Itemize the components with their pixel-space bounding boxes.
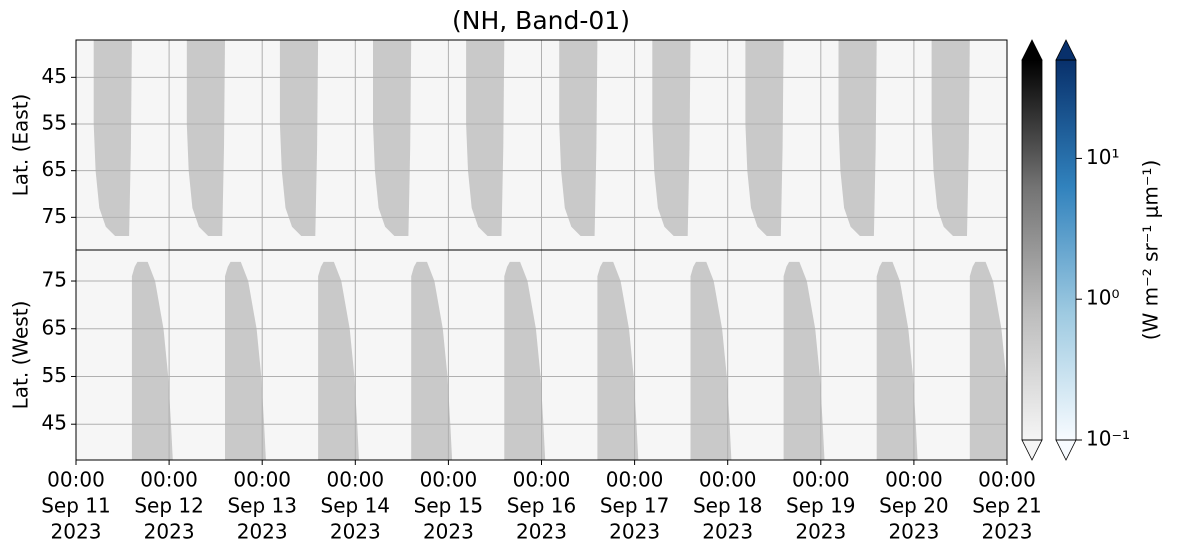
colorbar (1056, 60, 1076, 440)
x-tick-label: 00:00 (792, 468, 850, 492)
colorbar-extend-max (1055, 39, 1077, 61)
swath (466, 40, 505, 236)
x-tick-label: Sep 17 (600, 494, 670, 518)
y-tick-label: 75 (42, 268, 67, 292)
x-tick-label: Sep 14 (321, 494, 391, 518)
colorbar-label: (W m⁻² sr⁻¹ μm⁻¹) (1139, 160, 1163, 341)
x-tick-label: 2023 (51, 520, 102, 544)
swaths (93, 40, 970, 236)
colorbar (1022, 60, 1042, 440)
x-tick-label: Sep 15 (414, 494, 484, 518)
swath (652, 40, 691, 236)
swath (131, 261, 173, 460)
y-tick-label: 45 (42, 411, 67, 435)
x-tick-label: Sep 20 (879, 494, 949, 518)
x-tick-label: 00:00 (978, 468, 1036, 492)
x-tick-label: 2023 (330, 520, 381, 544)
colorbar-extend-max (1021, 39, 1043, 61)
swath (690, 261, 732, 460)
colorbar-tick-label: 10⁻¹ (1086, 427, 1130, 451)
swath (504, 261, 546, 460)
x-tick-label: 2023 (237, 520, 288, 544)
x-tick-label: Sep 12 (134, 494, 204, 518)
colorbar-frame (1021, 59, 1043, 441)
colorbar-tick-label: 10¹ (1086, 145, 1119, 169)
swath (745, 40, 784, 236)
swath (876, 261, 918, 460)
x-tick-label: 00:00 (47, 468, 105, 492)
colorbar-extend-min (1055, 439, 1077, 461)
x-tick-label: 2023 (888, 520, 939, 544)
swath (783, 261, 825, 460)
swath (373, 40, 412, 236)
x-tick-label: 00:00 (233, 468, 291, 492)
swath (318, 261, 359, 460)
x-tick-label: 00:00 (699, 468, 757, 492)
x-tick-label: 00:00 (513, 468, 571, 492)
y-tick-label: 75 (42, 204, 67, 228)
swath (279, 40, 319, 236)
colorbar-tick-label: 10⁰ (1086, 286, 1119, 310)
swath (597, 261, 639, 460)
colorbar-extend-min (1021, 439, 1043, 461)
x-tick-label: Sep 13 (227, 494, 297, 518)
y-axis-label: Lat. (West) (9, 301, 33, 410)
x-tick-label: 00:00 (420, 468, 478, 492)
x-tick-label: Sep 18 (693, 494, 763, 518)
y-tick-label: 65 (42, 315, 67, 339)
y-tick-label: 55 (42, 111, 67, 135)
y-axis-label: Lat. (East) (9, 94, 33, 197)
swath (411, 261, 453, 460)
swath (559, 40, 598, 236)
y-tick-label: 65 (42, 157, 67, 181)
x-tick-label: 2023 (982, 520, 1033, 544)
x-tick-label: Sep 21 (972, 494, 1042, 518)
x-tick-label: 2023 (144, 520, 195, 544)
x-tick-label: 00:00 (326, 468, 384, 492)
swaths (131, 261, 1007, 460)
swath (931, 40, 970, 236)
x-tick-label: 2023 (702, 520, 753, 544)
x-tick-label: 2023 (423, 520, 474, 544)
x-tick-label: 00:00 (606, 468, 664, 492)
swath (225, 261, 266, 460)
y-tick-label: 45 (42, 64, 67, 88)
colorbar-frame (1055, 59, 1077, 441)
x-tick-label: Sep 16 (507, 494, 577, 518)
swath (93, 40, 132, 236)
x-tick-label: 2023 (609, 520, 660, 544)
x-tick-label: 2023 (795, 520, 846, 544)
x-tick-label: 00:00 (140, 468, 198, 492)
swath (969, 261, 1007, 460)
x-tick-label: Sep 11 (41, 494, 111, 518)
x-tick-label: 2023 (516, 520, 567, 544)
x-tick-label: 00:00 (885, 468, 943, 492)
x-tick-label: Sep 19 (786, 494, 856, 518)
chart-title: (NH, Band-01) (452, 6, 630, 35)
swath (186, 40, 225, 236)
swath (838, 40, 877, 236)
y-tick-label: 55 (42, 363, 67, 387)
